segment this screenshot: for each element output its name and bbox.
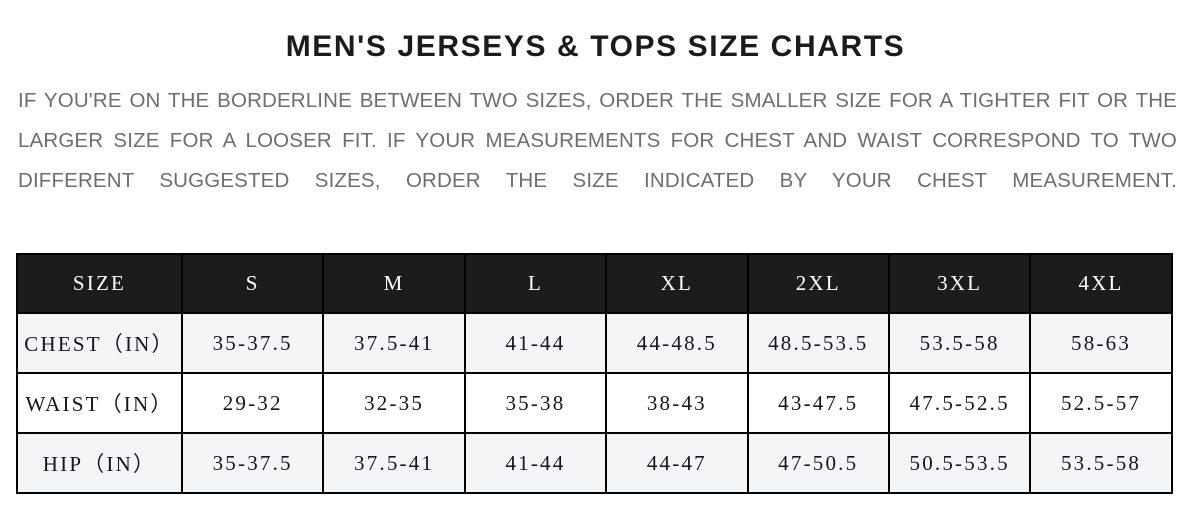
row-label-chest: CHEST（IN） xyxy=(16,312,183,374)
table-row: HIP（IN） 35-37.5 37.5-41 41-44 44-47 47-5… xyxy=(16,432,1173,494)
table-row: WAIST（IN） 29-32 32-35 35-38 38-43 43-47.… xyxy=(16,372,1173,434)
column-header-2xl: 2XL xyxy=(746,253,890,314)
row-label-waist: WAIST（IN） xyxy=(16,372,183,434)
cell-chest-4xl: 58-63 xyxy=(1029,312,1173,374)
table-header: SIZE S M L XL 2XL 3XL 4XL xyxy=(16,253,1173,314)
column-header-m: M xyxy=(322,253,466,314)
cell-hip-4xl: 53.5-58 xyxy=(1029,432,1173,494)
cell-waist-3xl: 47.5-52.5 xyxy=(887,372,1032,434)
cell-chest-2xl: 48.5-53.5 xyxy=(746,312,890,374)
cell-chest-3xl: 53.5-58 xyxy=(887,312,1032,374)
cell-hip-3xl: 50.5-53.5 xyxy=(887,432,1032,494)
cell-waist-4xl: 52.5-57 xyxy=(1029,372,1173,434)
column-header-l: L xyxy=(463,253,608,314)
cell-hip-xl: 44-47 xyxy=(605,432,749,494)
size-chart-table: SIZE S M L XL 2XL 3XL 4XL CHEST（IN） 35-3… xyxy=(16,253,1173,494)
cell-hip-2xl: 47-50.5 xyxy=(746,432,890,494)
column-header-3xl: 3XL xyxy=(887,253,1032,314)
cell-waist-2xl: 43-47.5 xyxy=(746,372,890,434)
column-header-xl: XL xyxy=(605,253,749,314)
page-title: MEN'S JERSEYS & TOPS SIZE CHARTS xyxy=(285,30,906,63)
intro-paragraph: IF YOU'RE ON THE BORDERLINE BETWEEN TWO … xyxy=(18,89,1177,192)
column-header-s: S xyxy=(180,253,325,314)
row-label-hip: HIP（IN） xyxy=(16,432,183,494)
size-chart-table-wrapper: SIZE S M L XL 2XL 3XL 4XL CHEST（IN） 35-3… xyxy=(16,253,1173,494)
cell-hip-s: 35-37.5 xyxy=(180,432,325,494)
cell-chest-s: 35-37.5 xyxy=(180,312,325,374)
cell-waist-xl: 38-43 xyxy=(605,372,749,434)
cell-chest-l: 41-44 xyxy=(463,312,608,374)
cell-chest-xl: 44-48.5 xyxy=(605,312,749,374)
table-body: CHEST（IN） 35-37.5 37.5-41 41-44 44-48.5 … xyxy=(16,312,1173,494)
cell-hip-m: 37.5-41 xyxy=(322,432,466,494)
table-header-row: SIZE S M L XL 2XL 3XL 4XL xyxy=(16,253,1173,314)
cell-waist-m: 32-35 xyxy=(322,372,466,434)
table-row: CHEST（IN） 35-37.5 37.5-41 41-44 44-48.5 … xyxy=(16,312,1173,374)
cell-hip-l: 41-44 xyxy=(463,432,608,494)
cell-waist-s: 29-32 xyxy=(180,372,325,434)
column-header-size: SIZE xyxy=(16,253,183,314)
column-header-4xl: 4XL xyxy=(1029,253,1173,314)
cell-chest-m: 37.5-41 xyxy=(322,312,466,374)
cell-waist-l: 35-38 xyxy=(463,372,608,434)
